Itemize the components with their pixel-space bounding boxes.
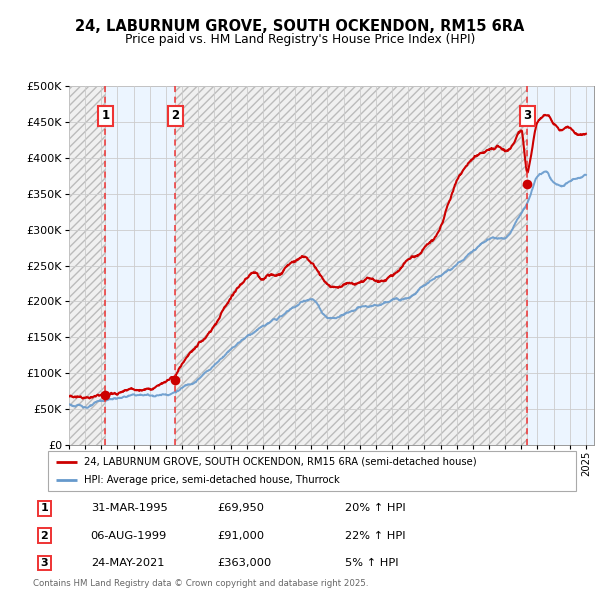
Text: 31-MAR-1995: 31-MAR-1995 <box>91 503 167 513</box>
Text: 3: 3 <box>41 558 48 568</box>
Text: HPI: Average price, semi-detached house, Thurrock: HPI: Average price, semi-detached house,… <box>84 475 340 485</box>
Text: 24-MAY-2021: 24-MAY-2021 <box>91 558 164 568</box>
Text: 20% ↑ HPI: 20% ↑ HPI <box>344 503 406 513</box>
Bar <box>69 86 106 445</box>
Text: 24, LABURNUM GROVE, SOUTH OCKENDON, RM15 6RA (semi-detached house): 24, LABURNUM GROVE, SOUTH OCKENDON, RM15… <box>84 457 476 467</box>
Text: 22% ↑ HPI: 22% ↑ HPI <box>344 531 405 540</box>
Text: 2: 2 <box>171 109 179 122</box>
Bar <box>106 86 175 445</box>
Bar <box>175 86 527 445</box>
Text: Contains HM Land Registry data © Crown copyright and database right 2025.
This d: Contains HM Land Registry data © Crown c… <box>33 579 368 590</box>
Bar <box>175 86 527 445</box>
Text: 1: 1 <box>40 503 48 513</box>
FancyBboxPatch shape <box>48 451 576 491</box>
Text: 24, LABURNUM GROVE, SOUTH OCKENDON, RM15 6RA: 24, LABURNUM GROVE, SOUTH OCKENDON, RM15… <box>76 19 524 34</box>
Text: 3: 3 <box>523 109 532 122</box>
Text: 06-AUG-1999: 06-AUG-1999 <box>91 531 167 540</box>
Text: £91,000: £91,000 <box>218 531 265 540</box>
Text: £69,950: £69,950 <box>218 503 265 513</box>
Text: 1: 1 <box>101 109 109 122</box>
Text: 2: 2 <box>40 531 48 540</box>
Bar <box>527 86 594 445</box>
Bar <box>69 86 106 445</box>
Text: Price paid vs. HM Land Registry's House Price Index (HPI): Price paid vs. HM Land Registry's House … <box>125 33 475 46</box>
Text: £363,000: £363,000 <box>218 558 272 568</box>
Text: 5% ↑ HPI: 5% ↑ HPI <box>344 558 398 568</box>
